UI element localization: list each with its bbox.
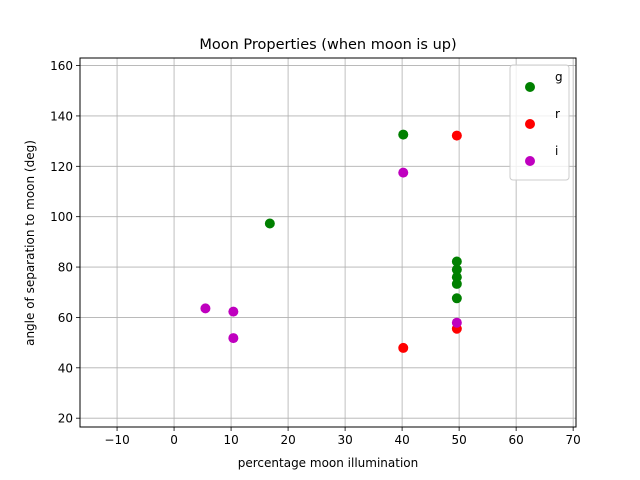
x-axis-ticks: −10 0 10 20 30 40 50 60 70 [104,427,581,447]
x-tick-label: 50 [451,433,466,447]
data-point-g [264,218,275,229]
legend-marker-r [525,119,535,129]
y-axis-ticks: 20 40 60 80 100 120 140 160 [50,59,80,426]
legend-label-r: r [555,107,560,121]
y-tick-label: 80 [58,261,73,275]
data-point-i [398,167,409,178]
axes-frame [79,57,577,428]
data-point-i [200,303,211,314]
y-tick-label: 140 [50,109,73,123]
x-tick-label: 0 [170,433,178,447]
chart-title: Moon Properties (when moon is up) [199,37,456,53]
data-point-i [228,333,239,344]
data-point-i [451,317,462,328]
legend-box [509,64,570,181]
data-points [200,129,462,353]
x-tick-label: 40 [394,433,409,447]
legend-marker-g [525,82,535,92]
x-tick-label: 10 [223,433,238,447]
data-point-i [228,306,239,317]
x-tick-label: −10 [104,433,129,447]
x-tick-label: 20 [280,433,295,447]
data-point-g [451,264,462,275]
x-axis-label: percentage moon illumination [238,456,419,470]
y-axis-label: angle of separation to moon (deg) [23,140,37,346]
data-point-r [398,342,409,353]
legend-marker-i [525,156,535,166]
data-point-g [451,293,462,304]
data-point-g [451,256,462,267]
y-tick-label: 100 [50,210,73,224]
y-tick-label: 160 [50,59,73,73]
x-tick-label: 60 [508,433,523,447]
legend-label-i: i [555,144,558,158]
x-tick-label: 70 [566,433,581,447]
x-tick-label: 30 [337,433,352,447]
y-tick-label: 120 [50,160,73,174]
legend: g r i [509,64,570,181]
y-tick-label: 20 [58,412,73,426]
data-point-r [451,130,462,141]
data-point-g [451,278,462,289]
legend-label-g: g [555,70,563,84]
y-tick-label: 60 [58,311,73,325]
data-point-g [398,129,409,140]
y-tick-label: 40 [58,361,73,375]
